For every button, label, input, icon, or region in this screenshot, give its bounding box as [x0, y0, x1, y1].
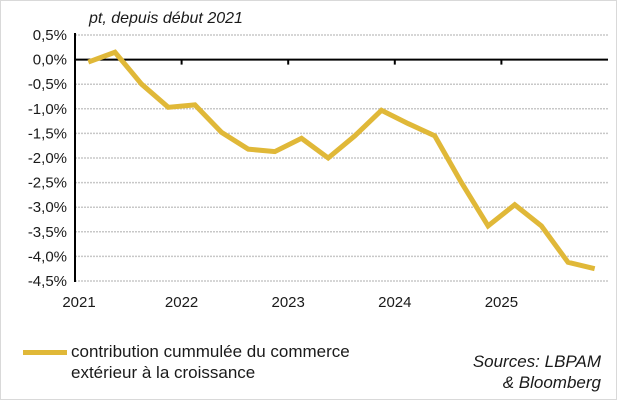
line-chart: pt, depuis début 2021 0,5% 0,0% -0,5% -1,0%… [28, 10, 608, 311]
y-tick-label: -3,5% [28, 224, 67, 241]
legend-label: contribution cummulée du commerce extéri… [71, 342, 350, 382]
y-tick-label: 0,0% [33, 52, 67, 69]
y-tick-label: -1,0% [28, 101, 67, 118]
y-tick-label: -0,5% [28, 76, 67, 93]
y-tick-label: -1,5% [28, 125, 67, 142]
y-tick-label: 0,5% [33, 27, 67, 44]
y-tick-label: -2,0% [28, 150, 67, 167]
legend: contribution cummulée du commerce extéri… [23, 341, 411, 383]
legend-swatch [23, 350, 67, 355]
x-tick-label: 2021 [62, 294, 95, 311]
x-tick-label: 2024 [378, 294, 411, 311]
sources-line-1: Sources: LBPAM [472, 352, 601, 371]
y-tick-label: -4,5% [28, 273, 67, 290]
sources-line-2: & Bloomberg [502, 373, 601, 392]
x-tick-label: 2023 [272, 294, 305, 311]
y-tick-label: -4,0% [28, 248, 67, 265]
sources-note: Sources: LBPAM & Bloomberg [401, 351, 601, 393]
x-tick-label: 2022 [165, 294, 198, 311]
x-tick-label: 2025 [485, 294, 518, 311]
y-tick-label: -3,0% [28, 199, 67, 216]
chart-title: pt, depuis début 2021 [88, 10, 243, 27]
series-line [87, 49, 596, 272]
y-tick-label: -2,5% [28, 175, 67, 192]
